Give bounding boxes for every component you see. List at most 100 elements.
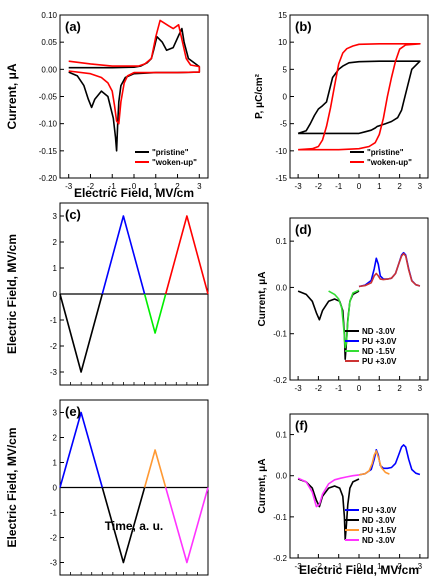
legend: "pristine""woken-up" xyxy=(135,148,197,167)
panel-label: (d) xyxy=(295,222,312,237)
x-tick-label: 3 xyxy=(418,182,423,191)
panel-e: -3 -2 -1 0 1 2 3 (e) Time, a. u. Electric Field, … xyxy=(5,399,209,576)
y-tick-label: -0.2 xyxy=(273,376,287,385)
x-tick-label: -3 xyxy=(295,384,303,393)
y-tick-label: -0.1 xyxy=(273,330,287,339)
y-tick-label: 3 xyxy=(53,409,58,418)
x-tick-label: 1 xyxy=(377,182,382,191)
y-tick-label: 0.0 xyxy=(276,472,288,481)
x-axis-label: Electric Field, MV/cm xyxy=(299,563,419,577)
series-line xyxy=(59,411,104,488)
legend-entry: PU +3.0V xyxy=(362,337,397,346)
y-tick-label: 1 xyxy=(53,264,58,273)
legend-entry: "pristine" xyxy=(152,148,189,157)
series-line xyxy=(164,215,209,295)
series-line xyxy=(143,293,167,334)
y-tick-label: 0.05 xyxy=(41,38,57,47)
series-line xyxy=(297,474,360,508)
y-axis-label: Current, μA xyxy=(5,63,19,129)
series-line xyxy=(68,19,201,125)
x-tick-label: -1 xyxy=(109,182,117,191)
x-tick-label: -1 xyxy=(335,384,343,393)
y-axis-label: Electric Field, MV/cm xyxy=(5,234,19,354)
legend-entry: ND -3.0V xyxy=(362,327,396,336)
x-tick-label: -2 xyxy=(315,384,323,393)
y-tick-label: -3 xyxy=(50,368,58,377)
x-tick-label: 3 xyxy=(418,562,423,571)
y-tick-label: 2 xyxy=(53,238,58,247)
y-tick-label: 0.1 xyxy=(276,237,288,246)
legend-entry: ND -3.0V xyxy=(362,536,396,545)
x-tick-label: -3 xyxy=(295,562,303,571)
series-line xyxy=(328,289,360,349)
y-tick-label: 15 xyxy=(278,11,287,20)
series-line xyxy=(297,60,421,135)
y-tick-label: -2 xyxy=(50,534,58,543)
series-line xyxy=(143,449,167,488)
series-line xyxy=(358,444,421,476)
y-axis-label: Current, μA xyxy=(257,271,268,326)
series-line xyxy=(358,251,421,288)
panel-label: (f) xyxy=(295,418,308,433)
x-tick-label: -2 xyxy=(87,182,95,191)
x-tick-label: -2 xyxy=(315,562,323,571)
x-tick-label: 0 xyxy=(132,182,137,191)
x-tick-label: 2 xyxy=(175,182,180,191)
series-line xyxy=(298,42,421,151)
y-tick-label: 0 xyxy=(283,93,288,102)
y-tick-label: 3 xyxy=(53,212,58,221)
panel-label: (b) xyxy=(295,19,312,34)
y-axis-label: Electric Field, MV/cm xyxy=(5,427,19,547)
y-tick-label: 0.10 xyxy=(41,11,57,20)
y-tick-label: -0.15 xyxy=(39,147,58,156)
legend-entry: PU +3.0V xyxy=(362,506,397,515)
y-tick-label: -3 xyxy=(50,559,58,568)
x-tick-label: 3 xyxy=(418,384,423,393)
y-tick-label: 10 xyxy=(278,38,287,47)
x-tick-label: -1 xyxy=(335,562,343,571)
panel-d: -0.2 -0.1 0.0 0.1 -3 -2 -1 0 1 2 3 (d) Current, μA ND… xyxy=(257,217,429,393)
panel-label: (a) xyxy=(65,19,81,34)
legend-entry: "pristine" xyxy=(367,148,404,157)
panel-label: (c) xyxy=(65,207,81,222)
x-tick-label: 0 xyxy=(357,562,362,571)
x-tick-label: 1 xyxy=(377,384,382,393)
y-tick-label: -15 xyxy=(275,174,287,183)
x-tick-label: 2 xyxy=(397,384,402,393)
series-line xyxy=(101,215,146,295)
y-tick-label: 5 xyxy=(283,65,288,74)
panel-label: (e) xyxy=(65,404,81,419)
x-tick-label: -2 xyxy=(315,182,323,191)
series-line xyxy=(297,478,360,541)
x-axis-label: Electric Field, MV/cm xyxy=(74,186,194,200)
x-tick-label: 1 xyxy=(154,182,159,191)
y-tick-label: -1 xyxy=(50,316,58,325)
y-tick-label: 0 xyxy=(53,484,58,493)
x-tick-label: -1 xyxy=(335,182,343,191)
y-tick-label: 2 xyxy=(53,434,58,443)
series-line xyxy=(59,293,104,373)
panel-f: -0.2 -0.1 0.0 0.1 -3 -2 -1 0 1 2 3 (f) Electric Fiel… xyxy=(257,413,429,577)
y-tick-label: -0.1 xyxy=(273,513,287,522)
y-tick-label: -5 xyxy=(280,120,288,129)
legend-entry: PU +1.5V xyxy=(362,526,397,535)
y-tick-label: -1 xyxy=(50,509,58,518)
x-tick-label: 0 xyxy=(357,182,362,191)
y-tick-label: 1 xyxy=(53,459,58,468)
y-tick-label: 0 xyxy=(53,290,58,299)
plot-frame xyxy=(289,14,429,179)
y-axis-label: Current, μA xyxy=(257,458,268,513)
y-tick-label: -0.20 xyxy=(39,174,58,183)
series-line xyxy=(101,487,146,564)
series-line xyxy=(68,27,201,152)
y-tick-label: 0.00 xyxy=(41,65,57,74)
x-tick-label: 3 xyxy=(197,182,202,191)
panel-c: -3 -2 -1 0 1 2 3 (c) Electric Field, MV/cm xyxy=(5,202,209,386)
series-line xyxy=(358,450,390,476)
panel-a: -0.20 -0.15 -0.10 -0.05 0.00 0.05 0.10 -3 -2 -1 0 1… xyxy=(5,11,209,200)
series-line xyxy=(358,252,421,288)
